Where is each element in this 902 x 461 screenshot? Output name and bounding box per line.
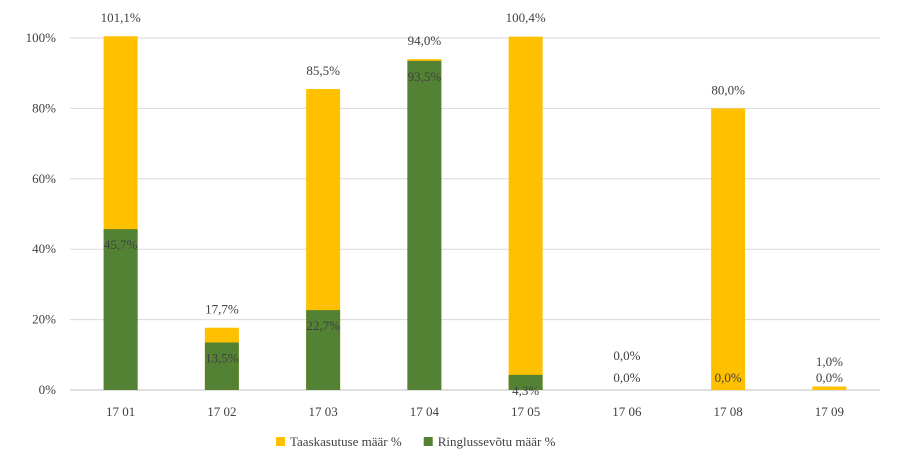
y-tick-label: 40%: [32, 241, 56, 256]
y-tick-label: 60%: [32, 171, 56, 186]
bar-ringlussevotu: [306, 310, 341, 390]
x-tick-label: 17 06: [612, 404, 642, 419]
y-tick-label: 100%: [26, 30, 57, 45]
gridlines: [70, 37, 880, 391]
bars: [103, 36, 847, 391]
x-tick-label: 17 08: [714, 404, 743, 419]
data-label-taaskasutus: 100,4%: [506, 10, 546, 25]
legend-label: Taaskasutuse määr %: [290, 434, 402, 449]
y-tick-label: 20%: [32, 312, 56, 327]
bar-ringlussevotu: [204, 342, 239, 390]
bar-ringlussevotu: [103, 229, 138, 390]
data-label-taaskasutus: 80,0%: [711, 82, 745, 97]
bar-taaskasutus: [711, 108, 746, 391]
data-label-ringlussevotu: 0,0%: [613, 370, 640, 385]
y-tick-label: 0%: [39, 382, 57, 397]
data-label-ringlussevotu: 93,5%: [408, 69, 442, 84]
x-tick-label: 17 05: [511, 404, 540, 419]
data-label-ringlussevotu: 13,5%: [205, 350, 239, 365]
y-tick-label: 80%: [32, 100, 56, 115]
data-label-ringlussevotu: 4,3%: [512, 383, 539, 398]
bar-taaskasutus: [508, 36, 543, 390]
data-label-taaskasutus: 0,0%: [613, 348, 640, 363]
data-label-taaskasutus: 94,0%: [408, 33, 442, 48]
x-tick-label: 17 01: [106, 404, 135, 419]
x-axis-ticks: 17 01 17 02 17 03 17 04 17 05 17 06 17 08 17 09: [106, 404, 844, 419]
y-axis-ticks: 0% 20% 40% 60% 80% 100%: [26, 30, 57, 397]
x-tick-label: 17 03: [309, 404, 338, 419]
data-label-ringlussevotu: 0,0%: [816, 370, 843, 385]
data-label-taaskasutus: 17,7%: [205, 302, 239, 317]
data-labels: 101,1% 45,7% 17,7% 13,5% 85,5% 22,7% 94,0% 93,5…: [101, 10, 844, 398]
x-tick-label: 17 09: [815, 404, 844, 419]
data-label-ringlussevotu: 22,7%: [306, 318, 340, 333]
bar-ringlussevotu: [407, 60, 442, 390]
x-tick-label: 17 04: [410, 404, 440, 419]
legend: Taaskasutuse määr % Ringlussevõtu määr %: [276, 434, 556, 449]
bar-ringlussevotu: [508, 374, 543, 390]
bar-taaskasutus: [812, 386, 847, 390]
x-tick-label: 17 02: [207, 404, 236, 419]
data-label-ringlussevotu: 45,7%: [104, 237, 138, 252]
data-label-ringlussevotu: 0,0%: [715, 370, 742, 385]
data-label-taaskasutus: 1,0%: [816, 354, 843, 369]
data-label-taaskasutus: 101,1%: [101, 10, 141, 25]
legend-swatch: [276, 437, 285, 446]
legend-swatch: [423, 437, 433, 446]
data-label-taaskasutus: 85,5%: [306, 63, 340, 78]
legend-label: Ringlussevõtu määr %: [438, 434, 556, 449]
